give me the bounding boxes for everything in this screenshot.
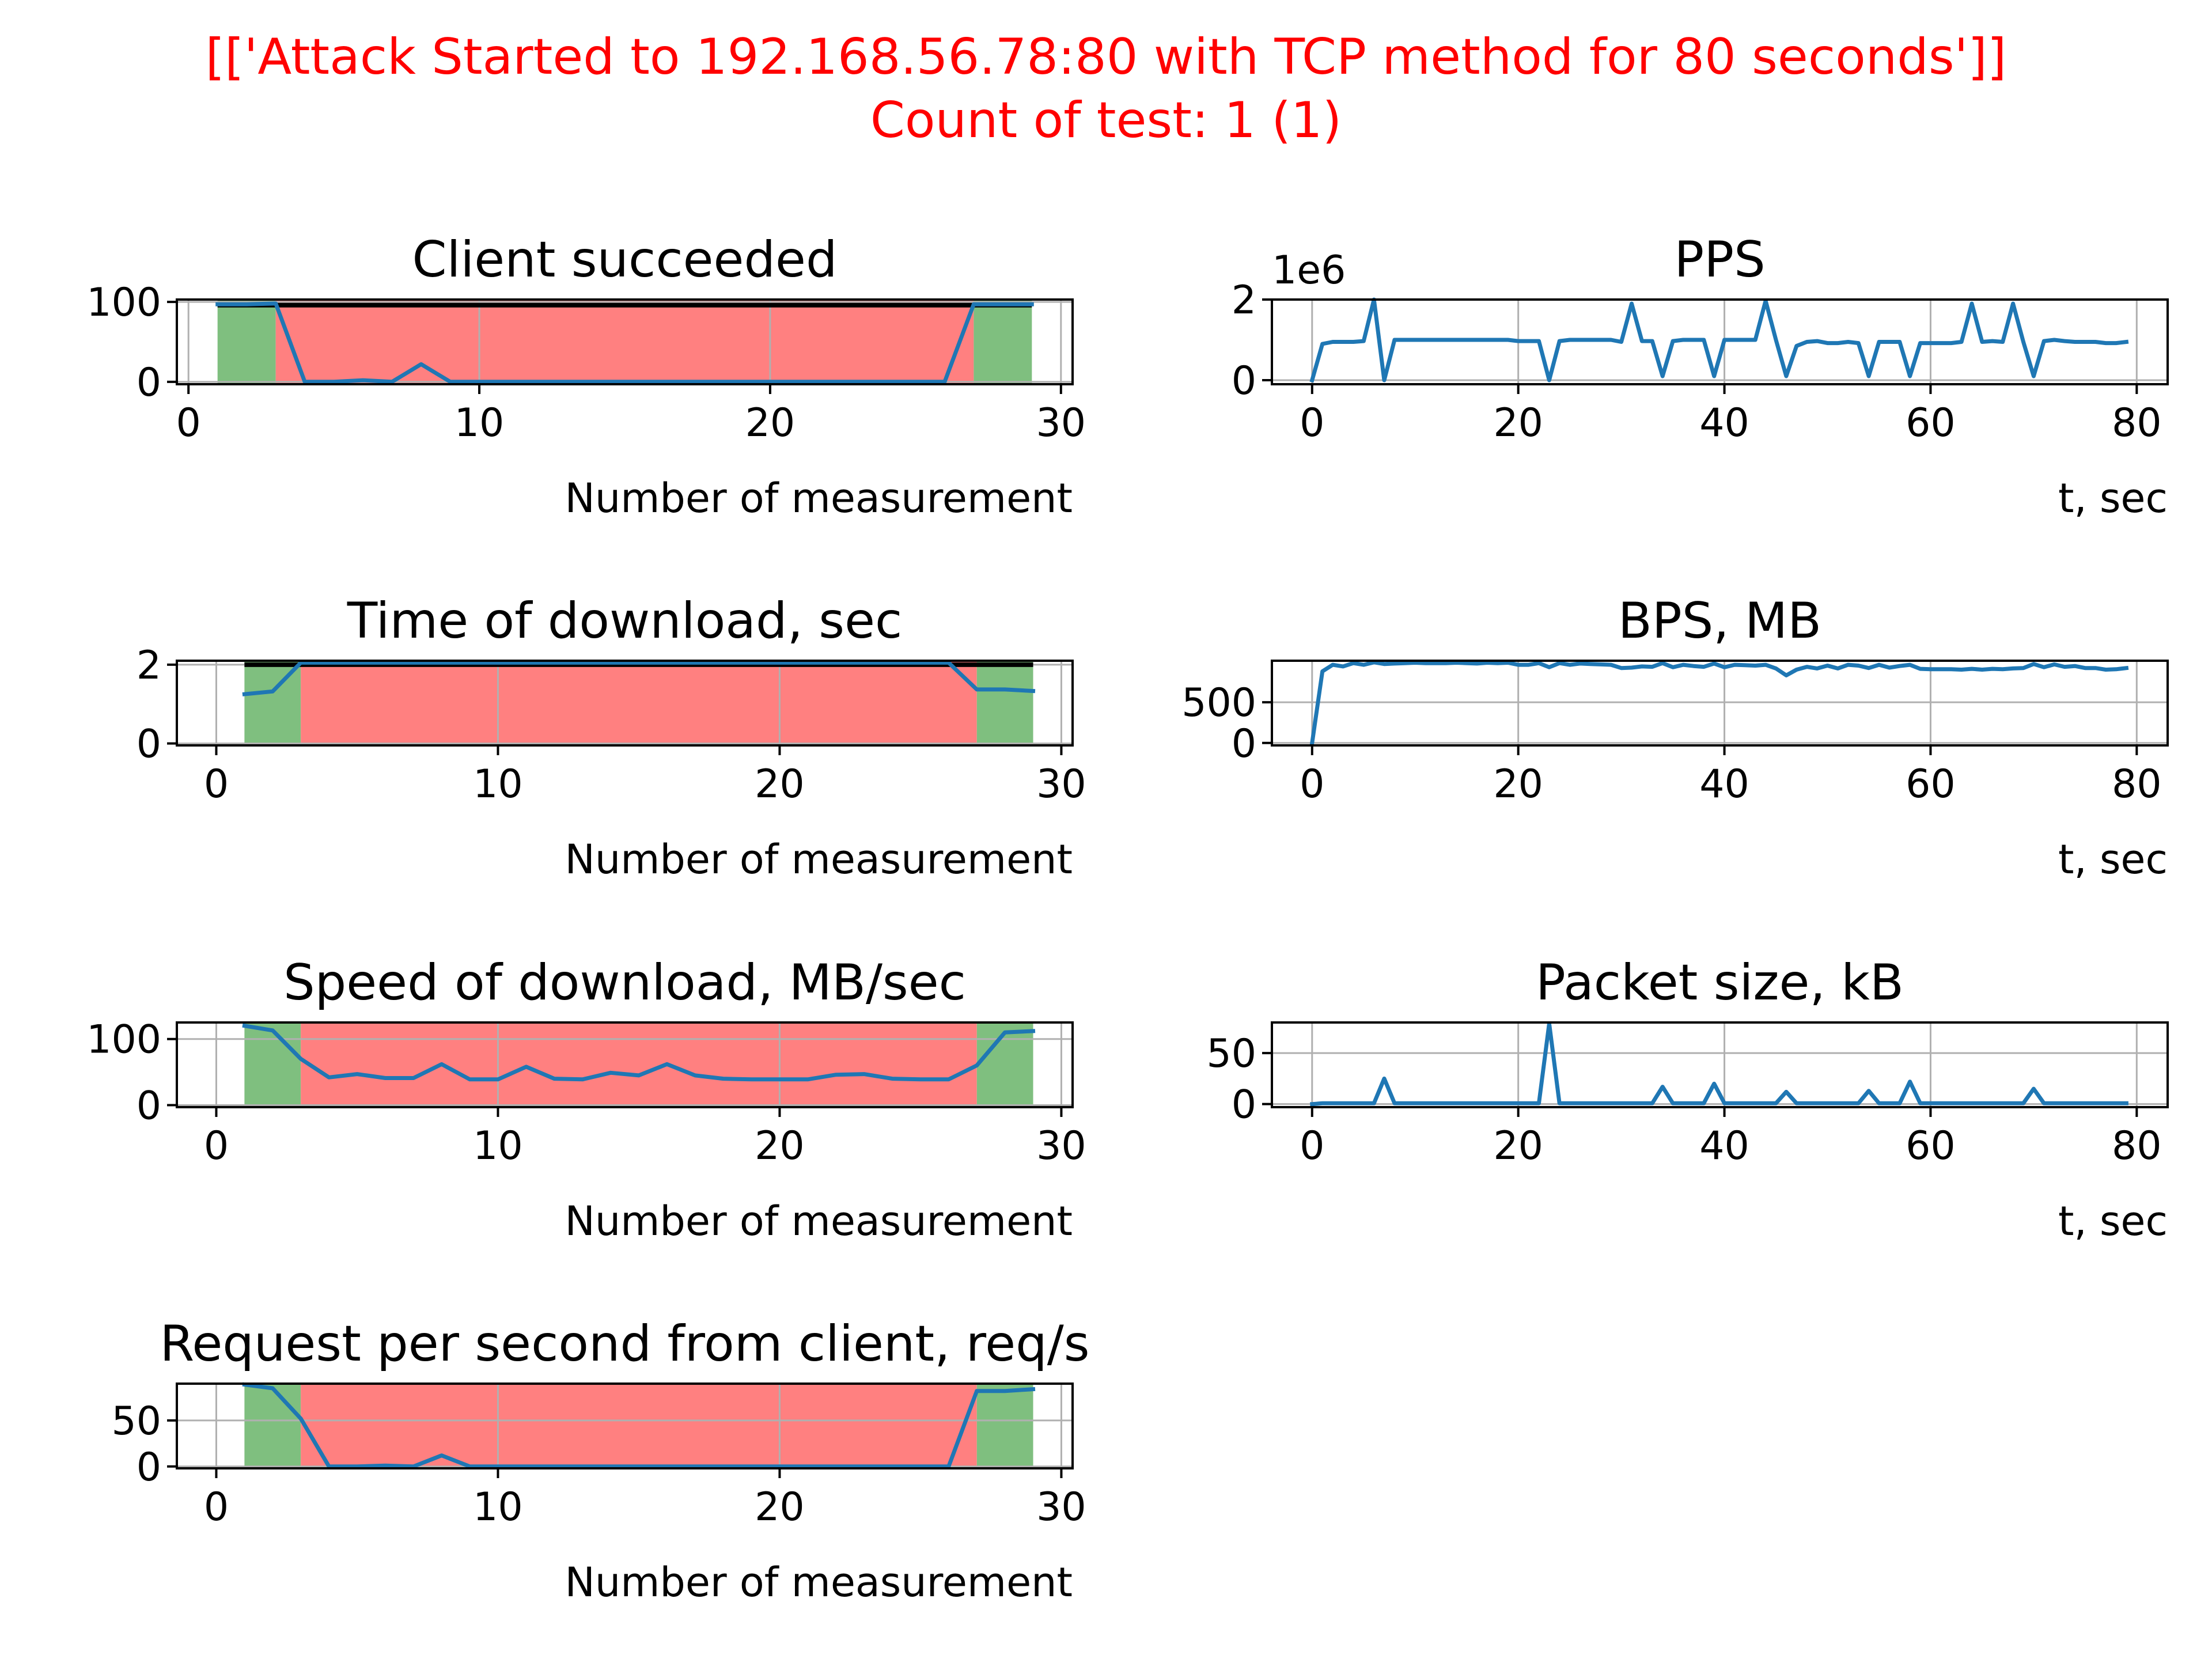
axes-frame [176,1382,1074,1469]
subplot-pps: 0 20 40 60 80 0 2 PPS t, sec 1e6 [1232,231,2169,522]
x-tick-label: 20 [1493,1123,1543,1169]
x-tick-label: 0 [1300,1123,1324,1169]
x-tick-label: 60 [1906,1123,1956,1169]
y-tick-label: 2 [1232,278,1256,323]
y-tick-label: 0 [1232,358,1256,404]
y-tick-label: 2 [137,643,161,688]
series-line [242,1382,1036,1469]
y-tick-label: 50 [111,1399,161,1444]
subplot-title: Speed of download, MB/sec [283,954,966,1012]
x-tick-label: 20 [755,1484,805,1530]
y-offset-text: 1e6 [1272,248,1346,293]
attack-region-1 [301,1022,977,1107]
x-tick-label: 40 [1699,400,1749,446]
axes-frame [176,660,1074,747]
axes-frame [1271,1021,2169,1108]
x-tick-label: 10 [454,400,505,446]
y-tick-label: 0 [137,360,161,406]
x-tick-label: 10 [473,762,523,807]
series-line [1309,660,2129,745]
x-tick-label: 0 [1300,762,1324,807]
x-tick-label: 20 [745,400,796,446]
x-tick-label: 20 [755,762,805,807]
suptitle-line-2: Count of test: 1 (1) [870,92,1342,149]
x-axis-label: t, sec [2058,1198,2168,1245]
normal-region-2 [976,661,1033,745]
normal-region-0 [217,300,276,384]
normal-region-2 [976,1384,1033,1468]
x-axis-label: Number of measurement [565,1559,1073,1606]
subplot-time-of-download: 0 10 20 30 0 2 Time of download, sec Number of … [137,592,1086,883]
x-axis-label: t, sec [2058,836,2168,883]
normal-region-0 [244,1022,301,1107]
axes-frame [176,298,1074,385]
suptitle-line-1: [['Attack Started to 192.168.56.78:80 wi… [206,28,2007,86]
axes-frame [1271,298,2169,385]
x-tick-label: 30 [1036,1123,1086,1169]
y-tick-label: 0 [137,1084,161,1129]
attack-region-1 [301,661,977,745]
subplot-packet-size: 0 20 40 60 80 0 50 Packet size, kB t, sec [1206,954,2169,1245]
x-tick-label: 20 [1493,400,1543,446]
x-tick-label: 80 [2112,1123,2162,1169]
x-tick-label: 20 [755,1123,805,1169]
series-line [242,660,1036,696]
subplot-speed-of-download: 0 10 20 30 0 100 Speed of download, MB/sec Numb… [86,954,1086,1245]
x-axis-label: Number of measurement [565,836,1073,883]
y-tick-label: 0 [137,722,161,767]
x-tick-label: 60 [1906,400,1956,446]
x-tick-label: 60 [1906,762,1956,807]
x-tick-label: 30 [1036,1484,1086,1530]
x-tick-label: 0 [176,400,201,446]
y-tick-label: 0 [1232,1082,1256,1128]
y-tick-label: 0 [137,1445,161,1490]
x-tick-label: 40 [1699,762,1749,807]
x-tick-label: 30 [1036,762,1086,807]
subplot-title: Client succeeded [412,231,837,289]
x-tick-label: 10 [473,1484,523,1530]
x-axis-label: t, sec [2058,475,2168,522]
x-tick-label: 0 [1300,400,1324,446]
x-tick-label: 10 [473,1123,523,1169]
subplot-title: PPS [1674,231,1765,289]
normal-region-2 [976,1022,1033,1107]
x-axis-label: Number of measurement [565,1198,1073,1245]
subplot-title: Time of download, sec [347,592,903,650]
x-tick-label: 0 [204,1123,229,1169]
x-tick-label: 0 [204,762,229,807]
axes-frame [176,1021,1074,1108]
x-tick-label: 0 [204,1484,229,1530]
x-tick-label: 30 [1036,400,1086,446]
series-line [1310,1021,2128,1107]
y-tick-label: 100 [86,280,161,325]
y-tick-label: 50 [1206,1031,1256,1077]
normal-region-2 [974,300,1032,384]
x-tick-label: 80 [2112,762,2162,807]
y-tick-label: 500 [1181,680,1256,726]
subplot-title: BPS, MB [1618,592,1821,650]
x-tick-label: 40 [1699,1123,1749,1169]
subplot-title: Request per second from client, req/s [160,1315,1089,1373]
x-tick-label: 20 [1493,762,1543,807]
series-line [1309,297,2129,383]
y-tick-label: 100 [86,1017,161,1063]
subplot-client-succeeded: 0 10 20 30 0 100 Client succeeded Number of mea… [86,231,1086,522]
y-tick-label: 0 [1232,721,1256,767]
x-tick-label: 80 [2112,400,2162,446]
attack-region-1 [301,1384,977,1468]
attack-region-1 [275,300,974,384]
x-axis-label: Number of measurement [565,475,1073,522]
normal-region-0 [244,1384,301,1468]
subplot-title: Packet size, kB [1536,954,1904,1012]
series-line [215,301,1034,384]
series-line [242,1023,1036,1082]
